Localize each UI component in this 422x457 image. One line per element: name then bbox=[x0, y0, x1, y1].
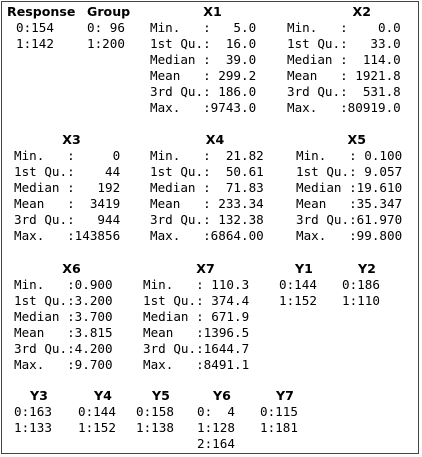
summary-column-x1: X1 Min. : 5.0 1st Qu.: 16.0 Median : 39.… bbox=[150, 4, 275, 116]
summary-line: Mean :3.815 bbox=[14, 325, 113, 340]
summary-column-y3: Y3 0:163 1:133 bbox=[14, 388, 64, 436]
summary-line: Mean : 1921.8 bbox=[287, 68, 401, 83]
column-header: X5 bbox=[347, 132, 366, 147]
summary-line: 0:186 bbox=[342, 277, 380, 292]
summary-line: 1:142 bbox=[16, 36, 54, 51]
summary-line: 3rd Qu.:61.970 bbox=[296, 212, 403, 227]
summary-line: Max. :8491.1 bbox=[143, 357, 250, 372]
summary-column-y6: Y6 0: 4 1:128 2:164 bbox=[197, 388, 247, 452]
summary-column-group: Group 0: 96 1:200 bbox=[87, 4, 137, 52]
column-header: X4 bbox=[205, 132, 225, 147]
summary-line: Median : 71.83 bbox=[150, 180, 264, 195]
summary-line: 1:181 bbox=[260, 420, 298, 435]
column-header: Group bbox=[87, 4, 131, 19]
column-header: X3 bbox=[62, 132, 81, 147]
summary-line: 1st Qu.: 374.4 bbox=[143, 293, 250, 308]
summary-line: Median : 192 bbox=[14, 180, 121, 195]
summary-line: Mean :1396.5 bbox=[143, 325, 250, 340]
summary-line: Max. :9.700 bbox=[14, 357, 113, 372]
column-header: Y5 bbox=[152, 388, 170, 403]
summary-line: 1st Qu.: 9.057 bbox=[296, 164, 403, 179]
column-header: Y6 bbox=[213, 388, 231, 403]
summary-line: Max. :99.800 bbox=[296, 228, 403, 243]
summary-line: 1st Qu.: 33.0 bbox=[287, 36, 401, 51]
summary-line: 1:138 bbox=[136, 420, 174, 435]
summary-column-y7: Y7 0:115 1:181 bbox=[260, 388, 310, 436]
column-header: Y3 bbox=[30, 388, 48, 403]
summary-line: Mean :35.347 bbox=[296, 196, 403, 211]
summary-line: Min. : 0.100 bbox=[296, 148, 403, 163]
summary-line: Median :3.700 bbox=[14, 309, 113, 324]
column-header: X6 bbox=[62, 261, 81, 276]
summary-column-x3: X3 Min. : 0 1st Qu.: 44 Median : 192 Mea… bbox=[14, 132, 139, 244]
summary-line: Max. :6864.00 bbox=[150, 228, 264, 243]
summary-line: Max. :143856 bbox=[14, 228, 121, 243]
summary-line: 3rd Qu.: 531.8 bbox=[287, 84, 401, 99]
summary-line: Min. : 21.82 bbox=[150, 148, 264, 163]
summary-column-x4: X4 Min. : 21.82 1st Qu.: 50.61 Median : … bbox=[150, 132, 280, 244]
summary-column-x5: X5 Min. : 0.100 1st Qu.: 9.057 Median :1… bbox=[296, 132, 416, 244]
summary-line: 3rd Qu.: 186.0 bbox=[150, 84, 257, 99]
summary-column-x2: X2 Min. : 0.0 1st Qu.: 33.0 Median : 114… bbox=[287, 4, 415, 116]
summary-line: 3rd Qu.:1644.7 bbox=[143, 341, 250, 356]
summary-line: 1st Qu.: 50.61 bbox=[150, 164, 264, 179]
summary-line: Min. : 0 bbox=[14, 148, 121, 163]
column-header: Y7 bbox=[276, 388, 294, 403]
summary-line: 0:144 bbox=[78, 404, 116, 419]
column-header: Response bbox=[7, 4, 76, 19]
summary-line: 0:144 bbox=[279, 277, 317, 292]
summary-line: Min. :0.900 bbox=[14, 277, 113, 292]
summary-line: Min. : 5.0 bbox=[150, 20, 257, 35]
summary-column-y2: Y2 0:186 1:110 bbox=[342, 261, 392, 309]
summary-line: 0:163 bbox=[14, 404, 52, 419]
column-header: Y2 bbox=[358, 261, 376, 276]
summary-column-y1: Y1 0:144 1:152 bbox=[279, 261, 329, 309]
column-header: X2 bbox=[352, 4, 371, 19]
summary-line: Median : 671.9 bbox=[143, 309, 250, 324]
summary-column-x6: X6 Min. :0.900 1st Qu.:3.200 Median :3.7… bbox=[14, 261, 129, 373]
summary-line: 1:110 bbox=[342, 293, 380, 308]
summary-line: 3rd Qu.: 944 bbox=[14, 212, 121, 227]
summary-line: Mean : 3419 bbox=[14, 196, 121, 211]
summary-line: Max. :80919.0 bbox=[287, 100, 401, 115]
summary-column-y4: Y4 0:144 1:152 bbox=[78, 388, 128, 436]
summary-column-y5: Y5 0:158 1:138 bbox=[136, 388, 186, 436]
summary-line: Mean : 299.2 bbox=[150, 68, 257, 83]
summary-line: 0: 4 bbox=[197, 404, 235, 419]
summary-line: Median :19.610 bbox=[296, 180, 403, 195]
summary-line: Mean : 233.34 bbox=[150, 196, 264, 211]
column-header: X7 bbox=[196, 261, 215, 276]
summary-line: 0: 96 bbox=[87, 20, 125, 35]
summary-line: 0:115 bbox=[260, 404, 298, 419]
summary-line: 3rd Qu.: 132.38 bbox=[150, 212, 264, 227]
summary-line: 2:164 bbox=[197, 436, 235, 451]
summary-line: 1:128 bbox=[197, 420, 235, 435]
summary-line: 1st Qu.: 44 bbox=[14, 164, 121, 179]
summary-line: Min. : 110.3 bbox=[143, 277, 250, 292]
summary-line: Median : 114.0 bbox=[287, 52, 401, 67]
summary-line: 1:133 bbox=[14, 420, 52, 435]
summary-line: 0:158 bbox=[136, 404, 174, 419]
summary-line: 3rd Qu.:4.200 bbox=[14, 341, 113, 356]
summary-line: Min. : 0.0 bbox=[287, 20, 401, 35]
summary-column-response: Response 0:154 1:142 bbox=[7, 4, 77, 52]
summary-line: 0:154 bbox=[16, 20, 54, 35]
summary-line: 1:200 bbox=[87, 36, 125, 51]
summary-line: Median : 39.0 bbox=[150, 52, 257, 67]
summary-line: 1:152 bbox=[78, 420, 116, 435]
summary-line: 1st Qu.:3.200 bbox=[14, 293, 113, 308]
column-header: Y1 bbox=[295, 261, 313, 276]
summary-line: Max. :9743.0 bbox=[150, 100, 257, 115]
column-header: X1 bbox=[203, 4, 222, 19]
column-header: Y4 bbox=[94, 388, 112, 403]
summary-line: 1:152 bbox=[279, 293, 317, 308]
summary-line: 1st Qu.: 16.0 bbox=[150, 36, 257, 51]
summary-column-x7: X7 Min. : 110.3 1st Qu.: 374.4 Median : … bbox=[143, 261, 268, 373]
